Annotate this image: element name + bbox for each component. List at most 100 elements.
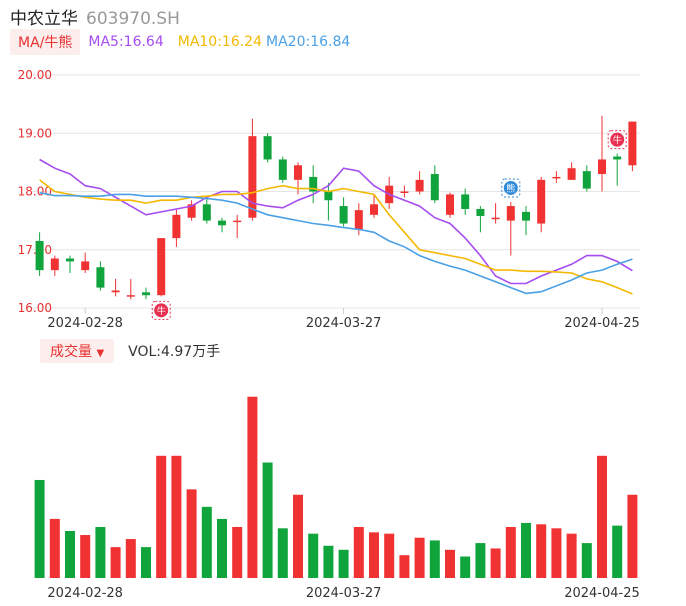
volume-bar[interactable] (110, 547, 121, 578)
volume-indicator-button[interactable]: 成交量 ▼ (40, 339, 115, 363)
volume-bar[interactable] (65, 531, 75, 578)
volume-bar[interactable] (34, 479, 45, 578)
candle-body[interactable] (248, 136, 257, 218)
ma20-line (39, 191, 633, 295)
x-tick-label: 2024-02-28 (47, 586, 123, 601)
volume-bar[interactable] (551, 528, 562, 578)
candle-body[interactable] (35, 241, 44, 271)
candle-body[interactable] (628, 121, 637, 166)
candle-body[interactable] (157, 238, 166, 296)
candle-body[interactable] (522, 211, 530, 221)
volume-bar[interactable] (475, 543, 486, 578)
candle-body[interactable] (66, 258, 74, 262)
stock-name: 中农立华 (10, 9, 78, 29)
volume-bar[interactable] (95, 526, 106, 578)
candle-body[interactable] (172, 214, 181, 239)
volume-bar[interactable] (171, 455, 182, 578)
volume-bar[interactable] (217, 518, 227, 578)
volume-bar[interactable] (369, 532, 379, 578)
volume-bar[interactable] (353, 526, 364, 578)
volume-bar[interactable] (293, 494, 303, 578)
bull-icon[interactable] (154, 303, 169, 318)
candle-body[interactable] (476, 208, 485, 216)
candle-body[interactable] (613, 156, 622, 160)
stock-title: 中农立华 603970.SH (10, 4, 180, 29)
volume-bar[interactable] (338, 549, 349, 578)
volume-bar[interactable] (521, 522, 531, 578)
volume-bar[interactable] (581, 543, 592, 578)
candle-body[interactable] (582, 171, 591, 189)
volume-bar[interactable] (262, 462, 273, 578)
candle-body[interactable] (50, 258, 59, 271)
candle-body[interactable] (294, 165, 302, 180)
candle-body[interactable] (567, 168, 576, 180)
candle-body[interactable] (339, 206, 348, 224)
y-tick-label: 19.00 (18, 126, 52, 140)
bull-icon-glyph: 牛 (613, 134, 622, 146)
volume-bar[interactable] (247, 396, 258, 578)
candle-body[interactable] (552, 176, 561, 179)
volume-bar[interactable] (490, 548, 501, 578)
candle-body[interactable] (111, 290, 120, 293)
candle-body[interactable] (370, 204, 378, 215)
x-tick-label: 2024-04-25 (564, 586, 640, 601)
volume-bar[interactable] (536, 524, 547, 578)
volume-bar[interactable] (566, 533, 577, 578)
candle-body[interactable] (233, 220, 242, 223)
volume-bar[interactable] (125, 539, 136, 578)
ma5-label: MA5:16.64 (88, 34, 164, 50)
candle-body[interactable] (126, 295, 135, 297)
volume-bar[interactable] (201, 506, 212, 578)
candle-body[interactable] (96, 267, 105, 288)
volume-bar[interactable] (232, 526, 243, 578)
candle-body[interactable] (415, 179, 424, 192)
volume-bar[interactable] (323, 545, 334, 578)
candle-body[interactable] (187, 204, 196, 218)
candle-body[interactable] (309, 176, 318, 192)
volume-bar[interactable] (429, 540, 440, 578)
candle-body[interactable] (400, 191, 409, 194)
x-tick-label: 2024-04-25 (564, 316, 640, 331)
candle-body[interactable] (81, 261, 90, 271)
candle-body[interactable] (598, 159, 606, 175)
volume-legend: 成交量 ▼ VOL:4.97万手 (40, 339, 220, 363)
candle-body[interactable] (278, 159, 287, 180)
volume-bar[interactable] (612, 525, 623, 578)
candle-body[interactable] (202, 204, 211, 221)
volume-bar[interactable] (384, 533, 395, 578)
volume-bar[interactable] (277, 528, 288, 578)
volume-bar[interactable] (627, 494, 638, 578)
candle-body[interactable] (506, 206, 515, 221)
volume-bar[interactable] (308, 533, 319, 578)
candle-body[interactable] (537, 179, 546, 224)
volume-bar[interactable] (414, 537, 425, 578)
x-tick-label: 2024-03-27 (306, 586, 382, 601)
y-tick-label: 16.00 (18, 301, 52, 315)
bull-icon-frame (607, 130, 627, 150)
volume-bar[interactable] (80, 535, 91, 578)
dropdown-arrow-icon: ▼ (96, 348, 105, 359)
bear-icon[interactable] (503, 180, 518, 195)
x-tick-label: 2024-02-28 (47, 316, 123, 331)
candle-body[interactable] (324, 191, 333, 201)
volume-bar[interactable] (186, 489, 197, 578)
volume-bar[interactable] (49, 518, 60, 578)
candle-body[interactable] (461, 194, 470, 209)
volume-bar[interactable] (505, 526, 516, 578)
candle-body[interactable] (446, 194, 454, 215)
volume-bar[interactable] (399, 555, 410, 578)
volume-bar[interactable] (597, 455, 607, 578)
candle-body[interactable] (218, 220, 226, 226)
bull-icon[interactable] (610, 132, 625, 147)
candle-body[interactable] (142, 292, 150, 296)
volume-bar[interactable] (460, 556, 471, 578)
volume-bar[interactable] (156, 455, 167, 578)
candle-body[interactable] (354, 210, 363, 230)
candle-body[interactable] (263, 136, 272, 160)
ma-indicator-button[interactable]: MA/牛熊 (10, 29, 81, 55)
candle-body[interactable] (491, 217, 500, 220)
volume-bar[interactable] (141, 547, 151, 578)
candle-body[interactable] (430, 174, 439, 201)
volume-bar[interactable] (445, 549, 455, 578)
